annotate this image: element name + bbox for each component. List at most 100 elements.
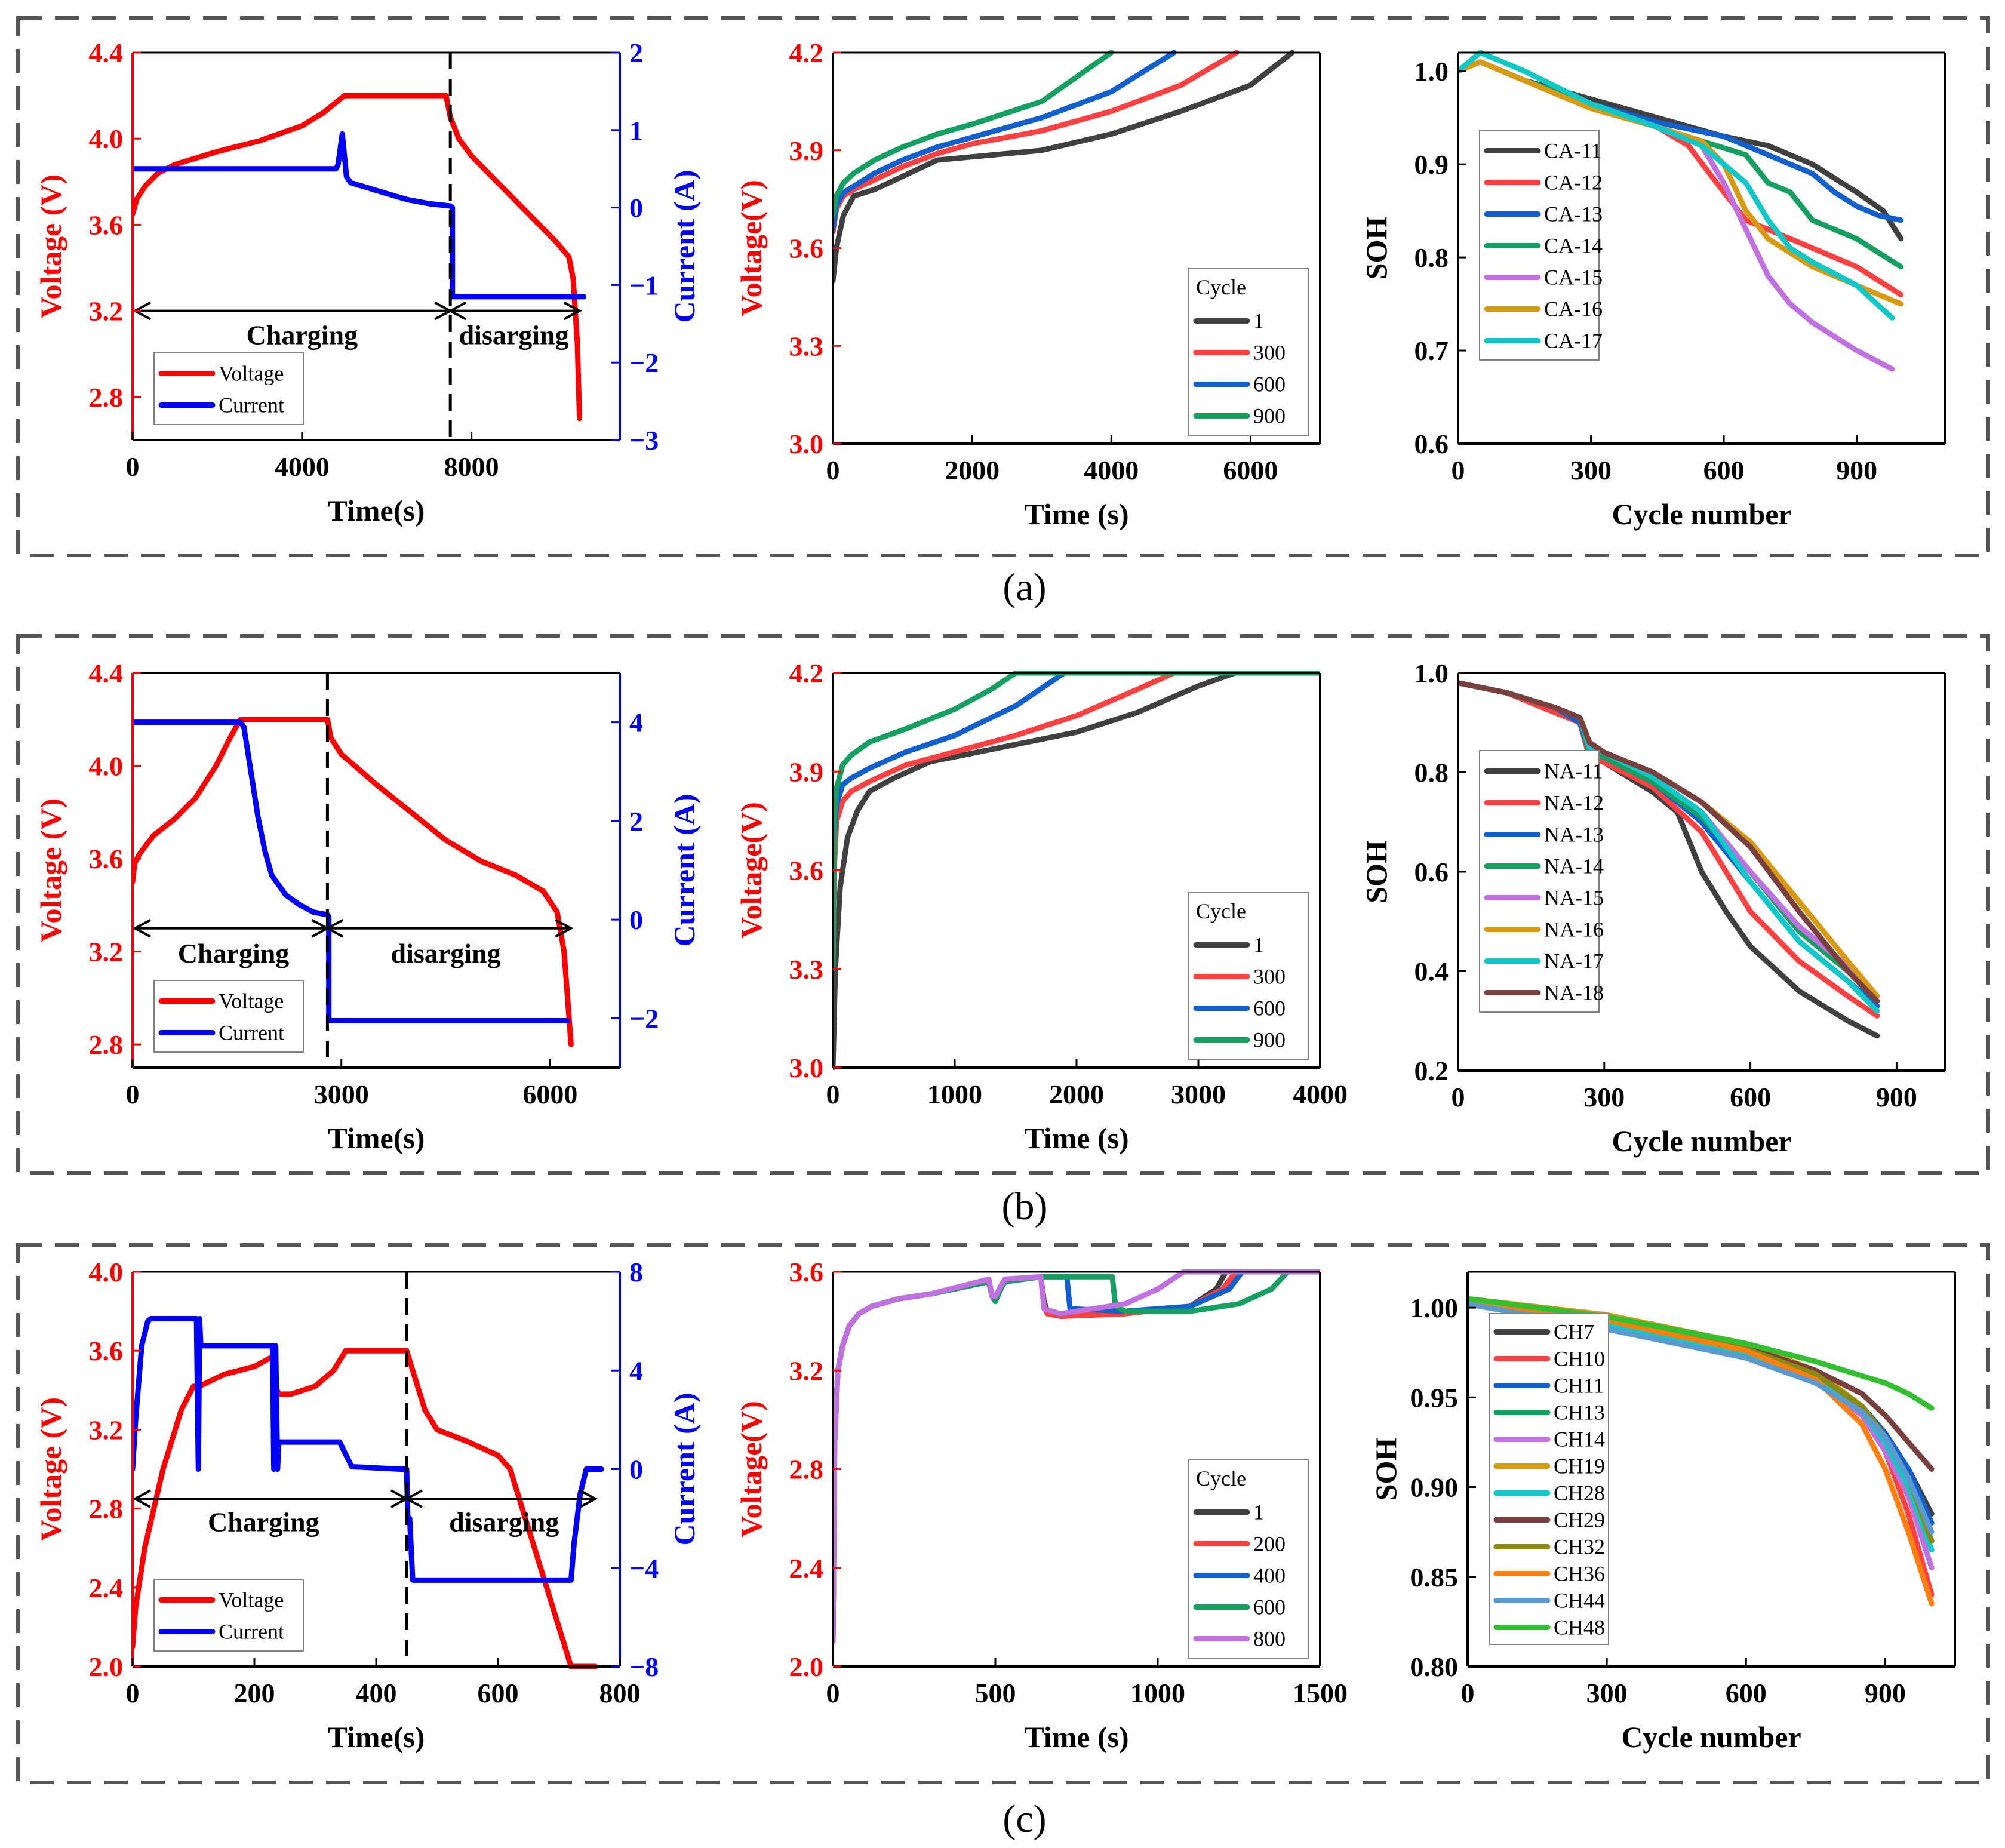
y-tick-label-a2-4: 4.2 — [789, 38, 824, 68]
y2-tick-label-b1-3: 4 — [629, 708, 643, 738]
x-tick-label-c3-3: 900 — [1865, 1678, 1906, 1708]
legend-label-b3-7: NA-18 — [1544, 981, 1604, 1005]
series-group-b2 — [833, 671, 1320, 1070]
y-axis-title-b3: SOH — [1360, 840, 1393, 903]
y-tick-label-b2-0: 3.0 — [789, 1053, 824, 1083]
x-axis-title-b2: Time (s) — [1024, 1121, 1128, 1155]
legend-label-c3-4: CH14 — [1554, 1428, 1605, 1452]
charging-arrow-c1-head-left — [132, 1489, 151, 1508]
y-tick-label-b3-0: 0.2 — [1414, 1056, 1449, 1086]
y-axis-title-c3: SOH — [1369, 1438, 1403, 1501]
y-tick-label-c2-1: 2.4 — [789, 1553, 824, 1583]
y-tick-label-a3-1: 0.7 — [1414, 336, 1449, 366]
series-line-a2-600 — [833, 50, 1177, 232]
series-line-b2-900 — [833, 671, 1320, 972]
legend-label-a3-1: CA-12 — [1544, 171, 1603, 195]
y-tick-label-b1-1: 3.2 — [89, 937, 124, 967]
y-axis-title-a2: Voltage(V) — [734, 180, 768, 316]
series-line-c3-ch48 — [1468, 1296, 1935, 1411]
y-tick-label-a1-3: 4.0 — [89, 124, 124, 154]
discharging-arrow-a1-head-left — [447, 301, 467, 321]
legend-label-c3-1: CH10 — [1554, 1347, 1605, 1371]
legend-box-b1 — [153, 980, 304, 1053]
y-tick-label-b3-1: 0.4 — [1414, 957, 1449, 987]
y-tick-label-c1-0: 2.0 — [89, 1652, 124, 1682]
y2-tick-label-b1-0: −2 — [629, 1003, 659, 1034]
y-tick-label-c3-0: 0.80 — [1410, 1652, 1459, 1682]
y-tick-label-b3-3: 0.8 — [1414, 758, 1449, 788]
x-tick-label-a3-1: 300 — [1570, 455, 1612, 485]
legend-label-b3-4: NA-15 — [1544, 886, 1604, 910]
legend-label-c3-0: CH7 — [1554, 1320, 1594, 1344]
x-tick-label-c2-0: 0 — [826, 1678, 840, 1708]
y2-tick-label-a1-0: −3 — [629, 425, 659, 456]
panel-frame-3 — [16, 1243, 1990, 1784]
legend-title-c2: Cycle — [1196, 1466, 1246, 1490]
panel-label-c: (c) — [1002, 1797, 1046, 1841]
legend-label-a3-5: CA-16 — [1544, 297, 1603, 321]
legend-label-b3-0: NA-11 — [1544, 760, 1603, 783]
chart-b2: 0 1000 2000 3000 4000 3.0 3.3 3.6 3.9 4.2 Time (s)… — [734, 658, 1348, 1155]
x-tick-label-c2-3: 1500 — [1293, 1678, 1348, 1708]
charging-arrow-b1-head-left — [132, 918, 151, 938]
legend-label-c3-9: CH36 — [1554, 1562, 1605, 1586]
legend-box-c2 — [1188, 1459, 1309, 1659]
panel-frame-2 — [16, 634, 1990, 1175]
legend-label-c3-7: CH29 — [1554, 1508, 1605, 1532]
y-axis-title-b2: Voltage(V) — [734, 802, 768, 939]
x-tick-label-a3-0: 0 — [1452, 455, 1465, 485]
legend-label-a3-6: CA-17 — [1544, 329, 1603, 353]
x-tick-label-c1-1: 200 — [234, 1678, 275, 1708]
series-line-c1-voltage — [133, 1348, 598, 1669]
x-tick-label-a2-2: 4000 — [1084, 455, 1139, 485]
panel-frames — [16, 16, 1990, 1784]
legend-label-c3-11: CH48 — [1554, 1616, 1605, 1640]
x-tick-label-b1-1: 3000 — [314, 1079, 369, 1109]
series-line-c3-ch36 — [1468, 1297, 1935, 1607]
legend-label-a2-3: 900 — [1253, 404, 1286, 428]
chart-b1: Charging disarging 0 3000 6000 2.8 3.2 3.6 4.0 4.… — [34, 658, 701, 1155]
x-tick-label-b2-2: 2000 — [1049, 1079, 1104, 1109]
y-tick-label-c2-2: 2.8 — [789, 1455, 824, 1485]
y-tick-label-a1-4: 4.4 — [89, 38, 124, 68]
series-group-a1 — [133, 93, 587, 422]
legend-label-a2-2: 600 — [1253, 373, 1286, 396]
x-tick-label-c2-2: 1000 — [1130, 1678, 1185, 1708]
legend-label-a2-1: 300 — [1253, 341, 1286, 365]
x-tick-label-b2-3: 3000 — [1171, 1079, 1226, 1109]
legend-label-c3-10: CH44 — [1554, 1589, 1605, 1613]
x-tick-label-c1-3: 600 — [478, 1678, 519, 1708]
legend-label-a1-0: Voltage — [219, 362, 284, 386]
x-tick-label-a1-2: 8000 — [444, 451, 499, 482]
series-group-b3 — [1458, 680, 1880, 1039]
x-axis-title-c3: Cycle number — [1621, 1720, 1801, 1754]
series-line-a1-current — [133, 131, 587, 300]
x-tick-label-a2-3: 6000 — [1223, 455, 1278, 485]
y2-axis-title-b1: Current (A) — [668, 794, 701, 947]
y2-tick-label-a1-1: −2 — [629, 348, 659, 378]
y-axis-title-a1: Voltage (V) — [34, 174, 67, 318]
legend-box-c3 — [1489, 1313, 1609, 1645]
x-tick-label-b3-3: 900 — [1876, 1082, 1917, 1112]
legend-label-b2-0: 1 — [1253, 933, 1264, 957]
legend-label-a3-3: CA-14 — [1544, 234, 1603, 258]
series-group-c3 — [1468, 1296, 1935, 1607]
series-group-c2 — [833, 1269, 1320, 1645]
legend-label-c1-0: Voltage — [219, 1588, 284, 1612]
legend-title-a2: Cycle — [1196, 275, 1246, 299]
x-tick-label-b2-1: 1000 — [927, 1079, 982, 1109]
chart-a2: 0 2000 4000 6000 3.0 3.3 3.6 3.9 4.2 Time (s) Volt… — [734, 38, 1321, 531]
y2-tick-label-c1-2: 0 — [629, 1455, 643, 1485]
legend-label-c3-8: CH32 — [1554, 1535, 1605, 1559]
discharging-arrow-b1-head-right — [555, 918, 574, 938]
x-axis-title-a1: Time(s) — [328, 494, 425, 527]
series-line-b1-voltage — [133, 717, 574, 1047]
y-tick-label-c2-3: 3.2 — [789, 1355, 824, 1386]
discharging-arrow-c1-head-left — [404, 1489, 423, 1508]
y-tick-label-b2-3: 3.9 — [789, 757, 824, 787]
legend-label-b3-3: NA-14 — [1544, 854, 1604, 878]
panel-label-b: (b) — [1002, 1185, 1048, 1228]
series-line-a2-1 — [833, 50, 1295, 284]
y-tick-label-c3-4: 1.00 — [1410, 1293, 1459, 1323]
series-line-b3-na-18 — [1458, 680, 1880, 1004]
